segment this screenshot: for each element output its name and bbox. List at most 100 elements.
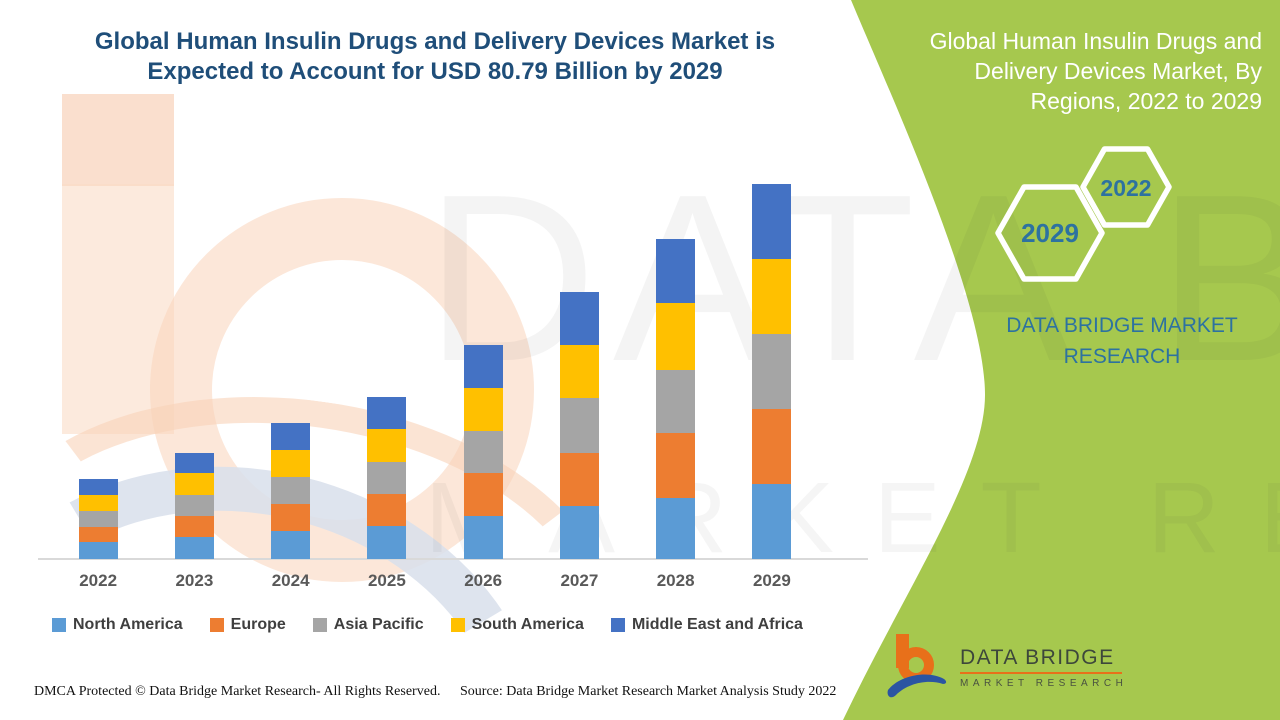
bar-segment-2022-south-america — [78, 494, 118, 511]
bar-segment-2028-south-america — [656, 302, 696, 370]
hexagon-2029-outline — [995, 184, 1105, 282]
hexagon-2022-label: 2022 — [1100, 175, 1151, 201]
bar-segment-2026-south-america — [463, 387, 503, 431]
bar-segment-2028-middle-east-and-africa — [656, 239, 696, 303]
bar-segment-2022-europe — [78, 526, 118, 543]
bar-segment-2028-north-america — [656, 497, 696, 559]
legend-marker-north-america — [52, 618, 66, 632]
company-logo: DATA BRIDGE MARKET RESEARCH — [886, 632, 1127, 704]
bar-segment-2029-asia-pacific — [752, 333, 792, 410]
bar-segment-2026-middle-east-and-africa — [463, 344, 503, 388]
bar-segment-2022-asia-pacific — [78, 510, 118, 527]
legend-marker-asia-pacific — [312, 618, 327, 632]
page-title: Global Human Insulin Drugs and Delivery … — [94, 28, 776, 85]
bar-segment-2028-europe — [656, 432, 696, 498]
bar-segment-2026-asia-pacific — [463, 430, 503, 473]
bar-segment-2029-north-america — [752, 484, 792, 559]
legend: North America Europe Asia Pacific South Ame… — [52, 616, 852, 634]
stacked-bar-2023 — [174, 452, 214, 559]
bar-segment-2025-europe — [367, 493, 407, 526]
bar-segment-2029-south-america — [752, 258, 792, 334]
bar-segment-2026-europe — [463, 472, 503, 516]
bar-column-2026 — [435, 180, 531, 559]
stacked-bar-2026 — [463, 344, 503, 559]
x-axis-label-2023: 2023 — [175, 571, 214, 590]
footer-dmca-text: DMCA Protected © Data Bridge Market Rese… — [34, 684, 441, 699]
bar-chart — [50, 180, 820, 559]
panel-heading: Global Human Insulin Drugs and Delivery … — [929, 28, 1262, 114]
bar-segment-2023-asia-pacific — [174, 495, 214, 516]
bar-segment-2024-middle-east-and-africa — [271, 423, 311, 451]
bar-segment-2027-asia-pacific — [559, 397, 599, 453]
bar-segment-2029-europe — [752, 409, 792, 485]
legend-label-south-america: South America — [471, 616, 584, 633]
stacked-bar-2028 — [656, 239, 696, 559]
x-axis-label-2027: 2027 — [560, 571, 599, 590]
legend-marker-middle-east-and-africa — [610, 618, 625, 632]
bar-column-2023 — [146, 180, 242, 559]
logo-subtitle: MARKET RESEARCH — [960, 678, 1128, 689]
bar-column-2029 — [724, 180, 820, 559]
bar-segment-2023-north-america — [174, 537, 214, 559]
legend-label-middle-east-and-africa: Middle East and Africa — [631, 616, 803, 633]
bar-segment-2027-middle-east-and-africa — [559, 292, 599, 345]
bar-column-2024 — [243, 180, 339, 559]
bar-segment-2024-asia-pacific — [271, 477, 311, 505]
bar-segment-2027-south-america — [559, 344, 599, 398]
bar-segment-2022-north-america — [78, 542, 118, 559]
bar-column-2025 — [339, 180, 435, 559]
x-axis-labels: 2022 2023 2024 2025 2026 2027 2028 2029 — [50, 571, 820, 591]
logo-d-swoosh — [887, 674, 947, 698]
bar-column-2027 — [531, 180, 627, 559]
bar-segment-2025-north-america — [367, 525, 407, 559]
hexagon-2022-outline — [1080, 146, 1172, 228]
legend-marker-europe — [209, 618, 224, 632]
bar-segment-2028-asia-pacific — [656, 369, 696, 433]
x-axis-label-2026: 2026 — [464, 571, 503, 590]
legend-item-south-america: South America — [450, 616, 584, 634]
legend-item-middle-east-and-africa: Middle East and Africa — [610, 616, 803, 634]
bar-segment-2024-europe — [271, 504, 311, 532]
bar-segment-2025-middle-east-and-africa — [367, 397, 407, 429]
hexagon-badges: 2029 2022 — [995, 146, 1172, 282]
logo-b-bowl — [898, 647, 934, 683]
bar-segment-2023-south-america — [174, 473, 214, 496]
bar-segment-2024-south-america — [271, 450, 311, 478]
x-axis-label-2029: 2029 — [752, 571, 791, 590]
stacked-bar-2022 — [78, 479, 118, 559]
bar-segment-2026-north-america — [463, 515, 503, 559]
x-axis-label-2028: 2028 — [656, 571, 695, 590]
company-logo-icon — [887, 634, 947, 698]
stacked-bar-2027 — [559, 292, 599, 559]
legend-label-north-america: North America — [73, 616, 183, 633]
x-axis-label-2022: 2022 — [79, 571, 118, 590]
legend-label-europe: Europe — [230, 616, 286, 633]
bar-segment-2022-middle-east-and-africa — [78, 479, 118, 495]
footer-source-text: Source: Data Bridge Market Research Mark… — [460, 684, 837, 699]
brand-name: DATA BRIDGE MARKET RESEARCH — [1006, 314, 1238, 368]
stacked-bar-2024 — [271, 423, 311, 559]
hexagon-2029-label: 2029 — [1021, 218, 1079, 248]
bar-segment-2024-north-america — [271, 531, 311, 559]
stacked-bar-2029 — [752, 184, 792, 559]
x-axis-label-2024: 2024 — [271, 571, 310, 590]
legend-marker-south-america — [450, 618, 465, 632]
bar-segment-2025-south-america — [367, 428, 407, 463]
logo-divider — [960, 672, 1122, 674]
bar-segment-2027-north-america — [559, 506, 599, 559]
bar-segment-2029-middle-east-and-africa — [752, 184, 792, 259]
legend-item-asia-pacific: Asia Pacific — [312, 616, 424, 634]
bar-segment-2027-europe — [559, 452, 599, 507]
bar-segment-2023-middle-east-and-africa — [174, 452, 214, 474]
bar-segment-2025-asia-pacific — [367, 462, 407, 494]
green-panel-shape — [843, 0, 1280, 720]
legend-item-europe: Europe — [209, 616, 286, 634]
legend-label-asia-pacific: Asia Pacific — [333, 616, 424, 633]
legend-item-north-america: North America — [52, 616, 183, 634]
x-axis-label-2025: 2025 — [367, 571, 406, 590]
bar-column-2028 — [628, 180, 724, 559]
logo-title: DATA BRIDGE — [960, 646, 1115, 669]
stacked-bar-2025 — [367, 397, 407, 559]
